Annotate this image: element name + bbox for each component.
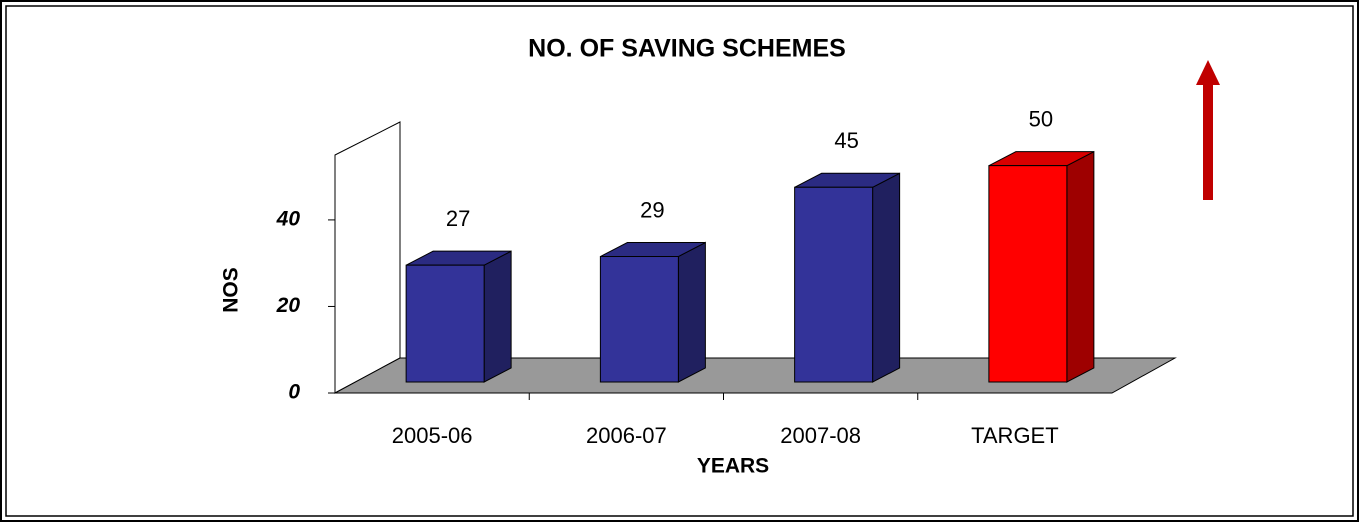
bar-side [872, 172, 901, 383]
back-wall [400, 122, 1175, 358]
bar [405, 264, 485, 383]
arrow-head [1196, 60, 1220, 85]
bar [599, 256, 679, 383]
y-axis-label: NOS [220, 267, 243, 313]
bar-side [483, 250, 512, 383]
value-label: 27 [446, 206, 470, 231]
bar [988, 165, 1068, 383]
x-tick-label: TARGET [971, 423, 1059, 448]
value-label: 45 [834, 128, 858, 153]
x-tick-label: 2006-07 [586, 423, 667, 448]
bar [794, 186, 874, 383]
x-tick-label: 2007-08 [780, 423, 861, 448]
y-tick-label: 40 [276, 207, 301, 230]
x-tick-label: 2005-06 [392, 423, 473, 448]
y-tick-label: 20 [276, 294, 301, 317]
left-wall [334, 121, 401, 394]
arrow-shaft [1203, 84, 1213, 200]
y-tick-label: 0 [288, 381, 300, 404]
bar-side [1066, 150, 1095, 383]
x-axis-label: YEARS [697, 455, 769, 478]
value-label: 29 [640, 197, 664, 222]
inner-frame [5, 5, 1354, 517]
value-label: 50 [1029, 106, 1053, 131]
chart-title: NO. OF SAVING SCHEMES [528, 35, 846, 63]
bar-side [677, 241, 706, 383]
